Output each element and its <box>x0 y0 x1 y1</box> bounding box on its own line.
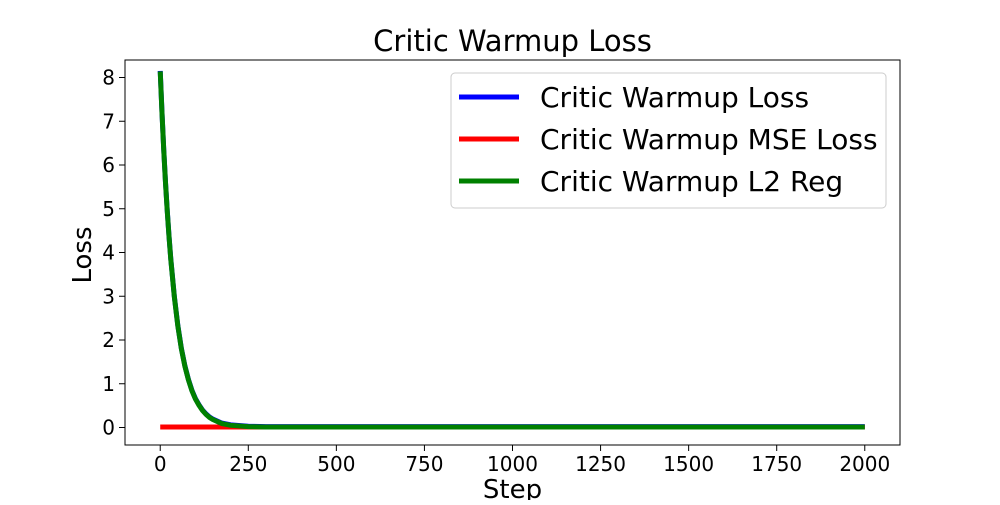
series-line-3 <box>157 71 865 430</box>
y-tick-label: 5 <box>102 197 115 221</box>
y-tick-label: 3 <box>102 284 115 308</box>
x-tick-label: 1750 <box>751 452 802 476</box>
y-tick-label: 0 <box>102 416 115 440</box>
series-layer <box>157 70 865 430</box>
chart-title: Critic Warmup Loss <box>373 24 652 58</box>
axes-layer: 0 250 500 750 1000 1250 1500 1750 2000 0 1 2 3 4 5 6 7 8 <box>102 59 901 476</box>
y-tick-label: 2 <box>102 328 115 352</box>
legend: Critic Warmup Loss Critic Warmup MSE Loss… <box>450 72 887 209</box>
x-tick-label: 750 <box>405 452 443 476</box>
legend-label-2: Critic Warmup MSE Loss <box>540 123 878 156</box>
x-tick-label: 250 <box>229 452 267 476</box>
y-tick-label: 7 <box>102 109 115 133</box>
y-tick-label: 8 <box>102 66 115 90</box>
y-axis-label: Loss <box>68 226 98 283</box>
y-tick-label: 1 <box>102 372 115 396</box>
legend-box <box>450 72 887 209</box>
x-tick-label: 1250 <box>575 452 626 476</box>
x-tick-label: 0 <box>154 452 167 476</box>
legend-label-3: Critic Warmup L2 Reg <box>540 165 843 198</box>
x-tick-label: 1000 <box>487 452 538 476</box>
x-axis-label: Step <box>483 475 542 500</box>
legend-label-1: Critic Warmup Loss <box>540 81 809 114</box>
x-tick-label: 500 <box>317 452 355 476</box>
y-tick-label: 4 <box>102 241 115 265</box>
x-tick-label: 2000 <box>839 452 890 476</box>
x-tick-label: 1500 <box>663 452 714 476</box>
y-tick-label: 6 <box>102 153 115 177</box>
